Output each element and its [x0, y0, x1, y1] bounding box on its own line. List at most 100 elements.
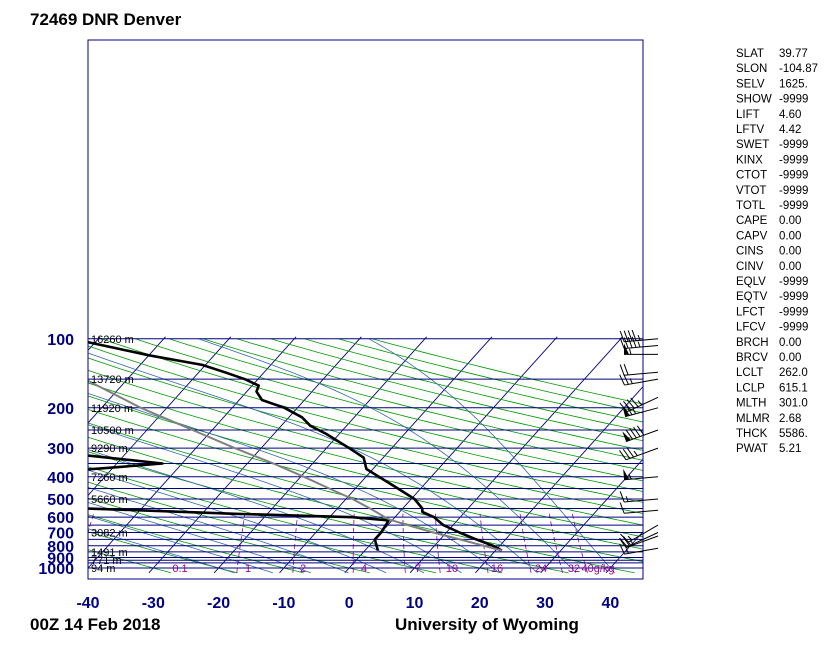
- wind-barb: [619, 535, 659, 549]
- index-label: EQTV: [736, 291, 768, 303]
- index-label: CINS: [736, 246, 764, 258]
- index-label: SHOW: [736, 94, 772, 106]
- index-label: SLAT: [736, 48, 764, 60]
- wind-barb-half: [633, 450, 638, 456]
- wind-barb: [619, 543, 659, 555]
- wind-barb-full: [619, 491, 625, 503]
- height-label: 16260 m: [91, 334, 134, 346]
- wind-barb-shaft: [628, 524, 659, 543]
- wind-barb-full: [619, 374, 625, 386]
- index-label: CINV: [736, 261, 764, 273]
- wind-barb-shaft: [624, 509, 659, 514]
- wind-barb-shaft: [624, 547, 659, 555]
- temperature-tick-label: 20: [471, 595, 489, 612]
- wind-barb-full: [619, 330, 625, 342]
- temperature-tick-label: -20: [207, 595, 230, 612]
- mixing-ratio-label: 4: [361, 563, 367, 575]
- index-value: 5.21: [779, 443, 801, 455]
- wind-barb-full: [625, 429, 634, 440]
- index-value: 0.00: [779, 246, 801, 258]
- index-value: 615.1: [779, 382, 808, 394]
- moist-adiabat-line: [88, 486, 349, 574]
- wind-barb-shaft: [625, 535, 659, 549]
- index-label: LCLP: [736, 382, 765, 394]
- wind-barb-full: [636, 425, 645, 436]
- index-value: -9999: [779, 200, 808, 212]
- mixing-ratio-line: [479, 513, 489, 573]
- mixing-ratio-line: [292, 513, 298, 573]
- dry-adiabat-line: [88, 369, 643, 515]
- isotherm-line: [605, 531, 643, 574]
- index-value: 4.42: [779, 124, 801, 136]
- index-label: THCK: [736, 428, 768, 440]
- dry-adiabat-line: [88, 514, 304, 574]
- isotherm-line: [409, 336, 623, 574]
- wind-barb: [619, 447, 659, 461]
- temperature-tick-label: 30: [536, 595, 554, 612]
- wind-barb-half: [629, 539, 634, 546]
- wind-barbs: [619, 329, 659, 555]
- wind-barb-full: [619, 402, 628, 413]
- height-label: 9290 m: [91, 443, 128, 455]
- height-label: 13720 m: [91, 374, 134, 386]
- pressure-tick-label: 700: [47, 525, 74, 542]
- isobars: [88, 338, 643, 569]
- pressure-tick-label: 900: [47, 551, 74, 568]
- moist-adiabat-line: [198, 338, 577, 574]
- wind-barb-full: [619, 337, 625, 349]
- index-value: -9999: [779, 306, 808, 318]
- index-label: BRCV: [736, 352, 768, 364]
- pressure-tick-label: 100: [47, 332, 74, 349]
- wind-barb-full: [623, 337, 629, 349]
- mixing-ratio-label: 10: [446, 563, 458, 575]
- mixing-ratio-labels: 0.1 1 2 4 7 10 16 24 32 40g/kg: [172, 563, 614, 575]
- index-label: CTOT: [736, 170, 767, 182]
- temperature-line: [88, 340, 503, 552]
- wind-barb-full: [623, 373, 629, 385]
- mixing-ratio-label: 2: [300, 563, 306, 575]
- dry-adiabat-line: [88, 466, 503, 574]
- wind-barb-shaft: [624, 371, 659, 376]
- isotherm-line: [88, 336, 297, 569]
- wind-barb: [624, 343, 658, 355]
- pressure-tick-label: 800: [47, 539, 74, 556]
- height-label: 94 m: [91, 563, 115, 575]
- height-label: 3082 m: [91, 527, 128, 539]
- isotherm-line: [279, 336, 493, 574]
- wind-barb-full: [629, 428, 637, 439]
- wind-barb: [619, 491, 659, 503]
- temperature-tick-label: 0: [345, 595, 354, 612]
- index-value: -9999: [779, 94, 808, 106]
- index-label: KINX: [736, 154, 763, 166]
- dry-adiabat-line: [88, 382, 643, 526]
- index-value: -9999: [779, 154, 808, 166]
- dry-adiabat-line: [88, 549, 172, 574]
- stability-indices: SLAT 39.77 SLON -104.87 SELV 1625. SHOW -9999 LI…: [736, 48, 818, 455]
- wind-barb: [619, 329, 659, 343]
- moist-adiabat-line: [368, 338, 616, 574]
- isotherm-line: [540, 458, 643, 574]
- mixing-ratio-label: 24: [535, 563, 547, 575]
- wind-barb: [619, 364, 659, 376]
- isotherm-line: [88, 336, 166, 424]
- wind-barb-full: [631, 336, 637, 348]
- wind-barb: [622, 425, 659, 443]
- isotherm-line: [0, 337, 35, 573]
- index-value: 4.60: [779, 109, 801, 121]
- profiles: [88, 340, 503, 552]
- dry-adiabat-line: [88, 408, 643, 550]
- index-value: 2.68: [779, 413, 801, 425]
- wind-barb-full: [622, 536, 631, 547]
- index-label: SELV: [736, 78, 765, 90]
- index-label: CAPV: [736, 230, 768, 242]
- wind-barb-full: [623, 330, 629, 342]
- dry-adiabat-line: [88, 345, 643, 492]
- index-value: -9999: [779, 291, 808, 303]
- mixing-ratio-label: 16: [491, 563, 503, 575]
- mixing-ratio-label: 0.1: [172, 563, 187, 575]
- index-value: 301.0: [779, 398, 808, 410]
- wind-barb-shaft: [624, 378, 659, 386]
- wind-barb-full: [619, 364, 625, 376]
